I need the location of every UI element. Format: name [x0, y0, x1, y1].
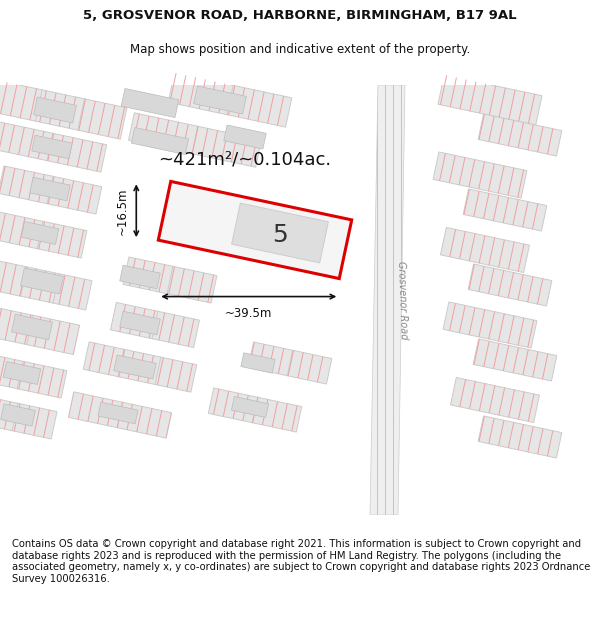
Polygon shape: [131, 127, 188, 154]
Polygon shape: [98, 402, 138, 424]
Polygon shape: [110, 302, 199, 348]
Text: ~39.5m: ~39.5m: [225, 307, 272, 319]
Text: 5, GROSVENOR ROAD, HARBORNE, BIRMINGHAM, B17 9AL: 5, GROSVENOR ROAD, HARBORNE, BIRMINGHAM,…: [83, 9, 517, 22]
Polygon shape: [478, 416, 562, 458]
Polygon shape: [21, 221, 59, 244]
Polygon shape: [0, 352, 67, 398]
Polygon shape: [120, 265, 160, 289]
Polygon shape: [0, 306, 80, 354]
Polygon shape: [473, 339, 557, 381]
Text: ~16.5m: ~16.5m: [115, 187, 128, 234]
Polygon shape: [194, 86, 247, 114]
Polygon shape: [468, 264, 552, 306]
Polygon shape: [114, 355, 156, 379]
Polygon shape: [0, 212, 87, 258]
Polygon shape: [20, 268, 64, 294]
Polygon shape: [0, 81, 127, 139]
Polygon shape: [370, 85, 405, 515]
Polygon shape: [241, 353, 275, 373]
Polygon shape: [123, 257, 217, 303]
Polygon shape: [121, 89, 179, 118]
Polygon shape: [224, 125, 266, 149]
Polygon shape: [463, 189, 547, 231]
Polygon shape: [1, 404, 35, 426]
Polygon shape: [478, 114, 562, 156]
Polygon shape: [440, 228, 529, 272]
Polygon shape: [0, 395, 57, 439]
Polygon shape: [433, 152, 527, 198]
Polygon shape: [232, 203, 328, 263]
Polygon shape: [83, 342, 197, 392]
Polygon shape: [158, 181, 352, 279]
Polygon shape: [120, 311, 160, 335]
Polygon shape: [0, 122, 107, 172]
Polygon shape: [451, 378, 539, 423]
Polygon shape: [248, 342, 332, 384]
Text: Contains OS data © Crown copyright and database right 2021. This information is : Contains OS data © Crown copyright and d…: [12, 539, 590, 584]
Polygon shape: [443, 302, 537, 348]
Polygon shape: [168, 73, 292, 127]
Polygon shape: [11, 314, 52, 340]
Polygon shape: [438, 75, 542, 125]
Text: Map shows position and indicative extent of the property.: Map shows position and indicative extent…: [130, 44, 470, 56]
Polygon shape: [32, 135, 72, 159]
Polygon shape: [0, 166, 102, 214]
Polygon shape: [208, 388, 302, 432]
Polygon shape: [232, 396, 269, 418]
Text: 5: 5: [272, 223, 288, 247]
Text: ~421m²/~0.104ac.: ~421m²/~0.104ac.: [158, 151, 332, 169]
Polygon shape: [0, 260, 92, 310]
Polygon shape: [30, 177, 70, 201]
Polygon shape: [68, 392, 172, 438]
Polygon shape: [3, 361, 41, 384]
Text: Grosvenor Road: Grosvenor Road: [395, 261, 409, 339]
Polygon shape: [34, 97, 76, 123]
Polygon shape: [128, 112, 262, 168]
